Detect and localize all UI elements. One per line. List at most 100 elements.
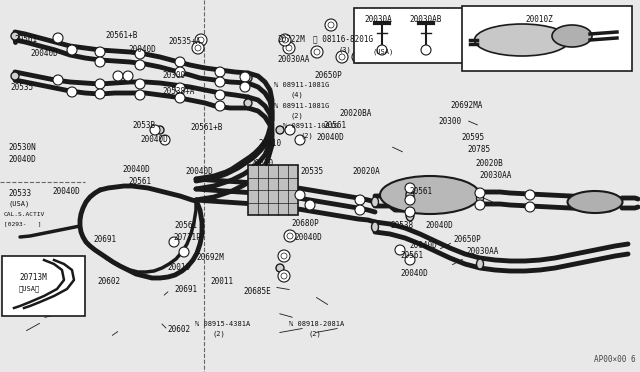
Text: 〈USA〉: 〈USA〉	[19, 286, 40, 292]
Text: (3): (3)	[338, 47, 351, 53]
Text: 20040D: 20040D	[409, 241, 436, 250]
Text: (2): (2)	[300, 133, 313, 139]
Circle shape	[475, 188, 485, 198]
Text: 20030AA: 20030AA	[277, 55, 309, 64]
Circle shape	[421, 45, 431, 55]
Ellipse shape	[552, 25, 592, 47]
Circle shape	[278, 250, 290, 262]
Circle shape	[279, 34, 291, 46]
Text: 20530N: 20530N	[8, 142, 36, 151]
Circle shape	[53, 75, 63, 85]
Text: ℕ 08911-1081G: ℕ 08911-1081G	[274, 103, 329, 109]
Text: 20533: 20533	[8, 189, 31, 199]
Circle shape	[407, 52, 417, 62]
Ellipse shape	[371, 222, 378, 232]
Text: 20561: 20561	[323, 122, 346, 131]
Circle shape	[95, 57, 105, 67]
Text: 20020B: 20020B	[475, 158, 503, 167]
Circle shape	[195, 34, 207, 46]
Circle shape	[135, 90, 145, 100]
Text: 20040D: 20040D	[30, 49, 58, 58]
Text: 20785: 20785	[467, 145, 490, 154]
Text: 20650P: 20650P	[314, 71, 342, 80]
Text: 20713M: 20713M	[19, 273, 47, 282]
Text: 20020A: 20020A	[352, 167, 380, 176]
Circle shape	[67, 45, 77, 55]
Text: 20030AA: 20030AA	[466, 247, 499, 257]
Bar	[248, 165, 298, 215]
Ellipse shape	[371, 197, 378, 207]
Text: ℕ 08918-2081A: ℕ 08918-2081A	[289, 321, 344, 327]
Text: ℕ 08915-4381A: ℕ 08915-4381A	[195, 321, 250, 327]
Text: 20040D: 20040D	[52, 186, 80, 196]
Text: 20602: 20602	[167, 324, 190, 334]
Circle shape	[175, 57, 185, 67]
Ellipse shape	[474, 24, 570, 56]
Circle shape	[135, 79, 145, 89]
Ellipse shape	[406, 189, 414, 201]
Bar	[462, 6, 632, 71]
Circle shape	[175, 83, 185, 93]
Circle shape	[169, 237, 179, 247]
Text: (USA): (USA)	[8, 201, 29, 207]
Text: (4): (4)	[291, 92, 304, 98]
Text: 20040D: 20040D	[140, 135, 168, 144]
Text: 20722M: 20722M	[277, 35, 305, 44]
Text: 20561: 20561	[174, 221, 197, 230]
Circle shape	[95, 47, 105, 57]
Text: 20680P: 20680P	[291, 219, 319, 228]
Circle shape	[240, 72, 250, 82]
Text: 20692MA: 20692MA	[450, 102, 483, 110]
Circle shape	[215, 101, 225, 111]
Ellipse shape	[11, 32, 19, 40]
Ellipse shape	[477, 259, 483, 269]
Text: [0293-   ]: [0293- ]	[4, 221, 42, 227]
Circle shape	[525, 202, 535, 212]
Circle shape	[284, 230, 296, 242]
Bar	[354, 8, 464, 63]
Text: 20561+B: 20561+B	[105, 31, 138, 39]
Text: 20538+A: 20538+A	[162, 87, 195, 96]
Circle shape	[160, 135, 170, 145]
Ellipse shape	[11, 72, 19, 80]
Circle shape	[150, 125, 160, 135]
Circle shape	[325, 19, 337, 31]
Circle shape	[283, 42, 295, 54]
Text: 20561: 20561	[400, 251, 423, 260]
Circle shape	[377, 45, 387, 55]
Circle shape	[405, 255, 415, 265]
Text: (2): (2)	[308, 331, 321, 337]
Text: 20030A: 20030A	[364, 16, 392, 25]
Text: ℕ 08911-1081G: ℕ 08911-1081G	[274, 82, 329, 88]
Circle shape	[53, 33, 63, 43]
Circle shape	[337, 52, 347, 62]
Text: CAL.S.ACTIV: CAL.S.ACTIV	[4, 212, 45, 218]
Text: 20011: 20011	[210, 276, 233, 285]
Circle shape	[355, 205, 365, 215]
Circle shape	[295, 135, 305, 145]
Circle shape	[405, 183, 415, 193]
Text: 20561+B: 20561+B	[190, 124, 222, 132]
Circle shape	[525, 190, 535, 200]
Text: 20300: 20300	[438, 118, 461, 126]
Text: 20020BA: 20020BA	[339, 109, 371, 119]
Text: 2053B: 2053B	[132, 122, 155, 131]
Text: 20040D: 20040D	[425, 221, 452, 231]
Text: 20040D: 20040D	[400, 269, 428, 279]
Text: 20040D: 20040D	[128, 45, 156, 54]
Circle shape	[352, 51, 364, 63]
Circle shape	[135, 60, 145, 70]
Circle shape	[353, 52, 363, 62]
Text: 20711P: 20711P	[173, 232, 201, 241]
Ellipse shape	[156, 126, 164, 134]
Text: (USA): (USA)	[372, 49, 393, 55]
Text: 20535: 20535	[10, 83, 33, 92]
Text: 20685E: 20685E	[243, 288, 271, 296]
Text: 20561: 20561	[14, 35, 37, 45]
Ellipse shape	[380, 176, 480, 214]
Circle shape	[175, 67, 185, 77]
Circle shape	[67, 87, 77, 97]
Circle shape	[278, 270, 290, 282]
Ellipse shape	[244, 99, 252, 107]
Ellipse shape	[568, 191, 623, 213]
